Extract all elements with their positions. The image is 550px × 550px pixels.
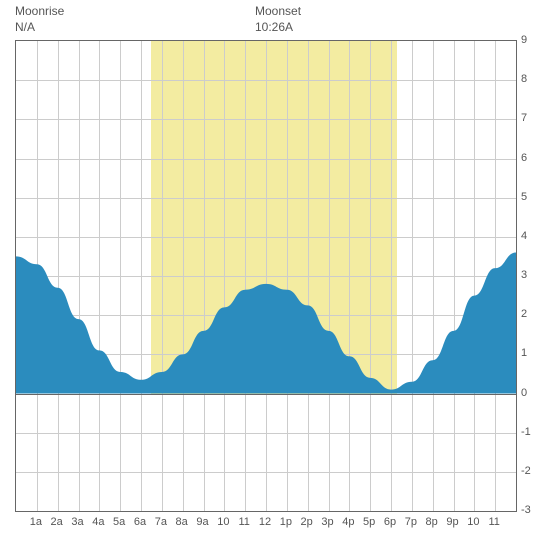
x-tick-label: 10 xyxy=(217,516,229,528)
y-tick-label: 7 xyxy=(521,112,527,124)
x-tick-label: 4a xyxy=(92,516,104,528)
moonrise-block: Moonrise N/A xyxy=(15,4,64,35)
tide-area xyxy=(16,41,516,511)
x-tick-label: 8p xyxy=(426,516,438,528)
x-tick-label: 11 xyxy=(488,516,499,528)
x-tick-label: 12 xyxy=(259,516,271,528)
x-tick-label: 5a xyxy=(113,516,125,528)
y-tick-label: -2 xyxy=(521,465,531,477)
y-tick-label: 8 xyxy=(521,73,527,85)
chart-container: Moonrise N/A Moonset 10:26A 1a 2a 3a 4a 5a 6a… xyxy=(0,0,550,550)
x-tick-label: 3a xyxy=(71,516,83,528)
x-tick-label: 3p xyxy=(321,516,333,528)
moonrise-label: Moonrise xyxy=(15,4,64,20)
x-tick-label: 9p xyxy=(446,516,458,528)
y-tick-label: 0 xyxy=(521,387,527,399)
x-tick-label: 7a xyxy=(155,516,167,528)
y-tick-label: -3 xyxy=(521,504,531,516)
y-tick-label: 1 xyxy=(521,347,527,359)
y-tick-label: 4 xyxy=(521,230,527,242)
x-tick-label: 1p xyxy=(280,516,292,528)
x-tick-label: 6p xyxy=(384,516,396,528)
x-tick-label: 2p xyxy=(301,516,313,528)
x-tick-label: 5p xyxy=(363,516,375,528)
x-tick-label: 1a xyxy=(30,516,42,528)
y-tick-label: 2 xyxy=(521,308,527,320)
y-tick-label: 6 xyxy=(521,152,527,164)
x-tick-label: 2a xyxy=(51,516,63,528)
x-tick-label: 4p xyxy=(342,516,354,528)
x-tick-label: 10 xyxy=(467,516,479,528)
x-tick-label: 9a xyxy=(196,516,208,528)
plot-area xyxy=(15,40,517,512)
y-tick-label: 3 xyxy=(521,269,527,281)
y-tick-label: 9 xyxy=(521,34,527,46)
x-tick-label: 6a xyxy=(134,516,146,528)
x-tick-label: 11 xyxy=(238,516,249,528)
x-tick-label: 8a xyxy=(176,516,188,528)
zero-line xyxy=(16,394,516,395)
moonset-value: 10:26A xyxy=(255,20,301,36)
x-tick-label: 7p xyxy=(405,516,417,528)
y-tick-label: 5 xyxy=(521,191,527,203)
y-tick-label: -1 xyxy=(521,426,531,438)
moonset-block: Moonset 10:26A xyxy=(255,4,301,35)
moonset-label: Moonset xyxy=(255,4,301,20)
moonrise-value: N/A xyxy=(15,20,64,36)
